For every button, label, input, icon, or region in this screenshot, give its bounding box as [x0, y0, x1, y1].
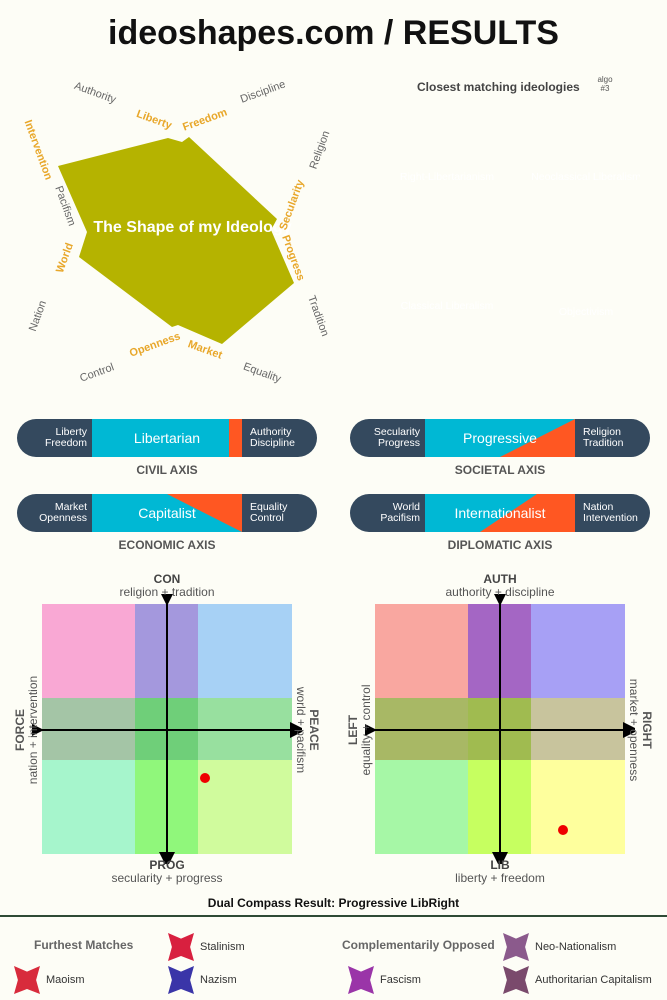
compass-region — [531, 760, 625, 854]
axis-result: Internationalist — [454, 505, 546, 521]
axis-bar: World Pacifism Internationalist Nation Int… — [350, 494, 650, 532]
ideology-shape-icon — [503, 933, 529, 961]
compass-region — [198, 604, 292, 698]
axis-result: Capitalist — [138, 505, 196, 521]
compass-left-label: LEFT equality + control — [346, 684, 373, 776]
ideology-shape-icon — [348, 966, 374, 994]
axis-right: Authority Discipline — [250, 426, 295, 449]
match-classical-liberalism[interactable]: Classical Liberalism — [387, 262, 507, 350]
opposed-title: Complementarily Opposed — [342, 938, 495, 952]
axis-left: Market Openness — [39, 501, 87, 524]
compass-top-label: CON religion + tradition — [119, 572, 215, 599]
furthest-title: Furthest Matches — [34, 938, 134, 952]
compass-bottom-label: LIB liberty + freedom — [455, 858, 545, 885]
compass-region — [375, 760, 468, 854]
legend-item[interactable]: Nazism — [200, 974, 237, 986]
compass-top-label: AUTH authority + discipline — [445, 572, 555, 599]
match-neoclassical-liberalism[interactable]: Neoclassical Liberalism — [526, 133, 646, 221]
algo-label: algo #3 — [597, 75, 613, 93]
axis-right: Equality Control — [250, 501, 288, 524]
ideology-shape-icon — [503, 966, 529, 994]
match-label: Objectivism — [558, 306, 614, 318]
axis-right: Nation Intervention — [583, 501, 638, 524]
compass-result: Dual Compass Result: Progressive LibRigh… — [207, 896, 460, 910]
divider — [0, 915, 667, 917]
axis-left: World Pacifism — [380, 501, 420, 524]
match-label: Neoclassical Liberalism — [531, 171, 641, 183]
ideology-shape-icon — [168, 966, 194, 994]
compass-region — [375, 604, 468, 698]
legend-item[interactable]: Fascism — [380, 974, 421, 986]
ideology-shape-icon — [14, 966, 40, 994]
compass-right-label: PEACE world + pacifism — [294, 686, 321, 774]
axis-result: Progressive — [463, 430, 537, 446]
legend-item[interactable]: Authoritarian Capitalism — [535, 974, 652, 986]
matches-title: Closest matching ideologies — [417, 80, 580, 94]
match-label: Classical Liberalism — [400, 300, 494, 312]
compass-region — [531, 604, 625, 698]
match-label: Right-Libertarianism — [400, 171, 494, 183]
legend-item[interactable]: Neo-Nationalism — [535, 941, 617, 953]
axis-bar: Market Openness Capitalist Equality Contro… — [17, 494, 317, 532]
axis-bar: Secularity Progress Progressive Religion T… — [350, 419, 650, 457]
axis-left: Liberty Freedom — [44, 426, 87, 449]
axis-label: ECONOMIC AXIS — [118, 538, 216, 552]
axis-result: Libertarian — [133, 430, 201, 446]
ideology-shape-icon — [168, 933, 194, 961]
axis-bar: Liberty Freedom Libertarian Authority Disc… — [17, 419, 317, 457]
shape-title: The Shape of my Ideology — [93, 219, 292, 236]
page-title: ideoshapes.com / RESULTS — [108, 14, 559, 52]
match-objectivism[interactable]: Objectivism — [526, 268, 646, 356]
compass-region — [42, 604, 135, 698]
axis-right: Religion Tradition — [583, 426, 624, 449]
ideology-shape — [58, 137, 294, 344]
compass-right-label: RIGHT market + openness — [627, 678, 654, 782]
axis-left: Secularity Progress — [373, 426, 420, 449]
compass-axes — [365, 594, 635, 864]
compass-region — [42, 760, 135, 854]
compass-region — [198, 760, 292, 854]
legend-item[interactable]: Stalinism — [200, 941, 245, 953]
compass-bottom-label: PROG secularity + progress — [111, 858, 223, 885]
legend-item[interactable]: Maoism — [46, 974, 85, 986]
match-right-libertarianism[interactable]: Right-Libertarianism — [387, 133, 507, 221]
axis-label: CIVIL AXIS — [136, 463, 198, 477]
compass-left-label: FORCE nation + intervention — [13, 675, 40, 785]
axis-label: SOCIETAL AXIS — [454, 463, 546, 477]
result-dot — [557, 825, 568, 835]
compass-axes — [32, 594, 302, 864]
result-dot — [199, 772, 210, 783]
axis-label: DIPLOMATIC AXIS — [447, 538, 553, 552]
